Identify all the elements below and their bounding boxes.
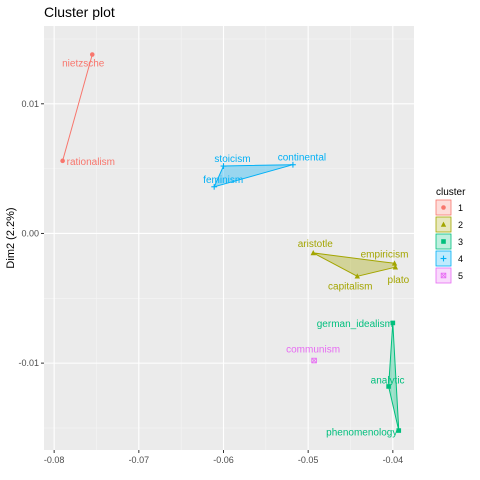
y-tick-label: 0.00 [21,228,39,238]
data-points [60,52,402,433]
point-label-aristotle: aristotle [298,239,333,250]
point-label-feminism: feminism [203,175,243,186]
legend-label: 1 [458,203,463,213]
legend-item-4: 4 [435,250,463,267]
legend: cluster 1 2 3 4 5 [435,187,466,284]
point-label-stoicism: stoicism [214,154,250,165]
x-tick-label: -0.05 [298,455,319,465]
plot-panel [44,26,414,450]
cluster-hulls [62,54,400,432]
point-stoicism [220,163,227,169]
point-nietzsche [89,52,95,57]
point-phenomenology [396,428,402,433]
y-tick-label: -0.01 [18,358,39,368]
point-label-rationalism: rationalism [67,157,115,168]
legend-label: 4 [458,254,463,264]
cluster-4-hull [213,164,294,188]
point-label-empiricism: empiricism [361,249,409,260]
point-label-continental: continental [278,153,326,164]
axes: -0.08 -0.07 -0.06 -0.05 -0.04 0.01 0.00 -0.01 [18,99,403,465]
point-label-plato: plato [388,275,410,286]
point-label-phenomenology: phenomenology [326,428,397,439]
x-tick-label: -0.04 [383,455,404,465]
legend-item-2: 2 [435,216,463,233]
legend-label: 2 [458,220,463,230]
gridlines [44,26,414,450]
x-tick-label: -0.08 [44,455,65,465]
point-label-capitalism: capitalism [328,281,372,292]
point-aristotle [310,250,316,256]
legend-title: cluster [436,187,466,198]
y-tick-label: 0.01 [21,99,39,109]
point-communism [311,357,317,364]
point-label-analytic: analytic [371,375,405,386]
point-label-german_idealism: german_idealism [317,319,393,330]
x-tick-label: -0.07 [129,455,150,465]
chart-title: Cluster plot [44,4,115,20]
point-german_idealism [390,320,396,326]
point-plato [392,264,399,270]
point-labels: nietzsche rationalism aristotle empiricism p… [62,59,410,439]
legend-label: 5 [458,271,463,281]
point-capitalism [354,273,360,279]
cluster-3-hull [388,322,400,432]
legend-label: 3 [458,237,463,247]
point-feminism [211,183,218,190]
point-rationalism [60,158,65,164]
legend-item-3: 3 [435,233,463,250]
legend-item-1: 1 [435,199,463,216]
legend-item-5: 5 [435,267,463,284]
point-analytic [386,384,391,389]
y-axis-title: Dim2 (2.2%) [5,207,17,268]
x-tick-label: -0.06 [213,455,234,465]
point-continental [290,161,296,168]
point-empiricism [391,260,398,266]
point-label-nietzsche: nietzsche [62,59,105,70]
point-label-communism: communism [286,345,340,356]
